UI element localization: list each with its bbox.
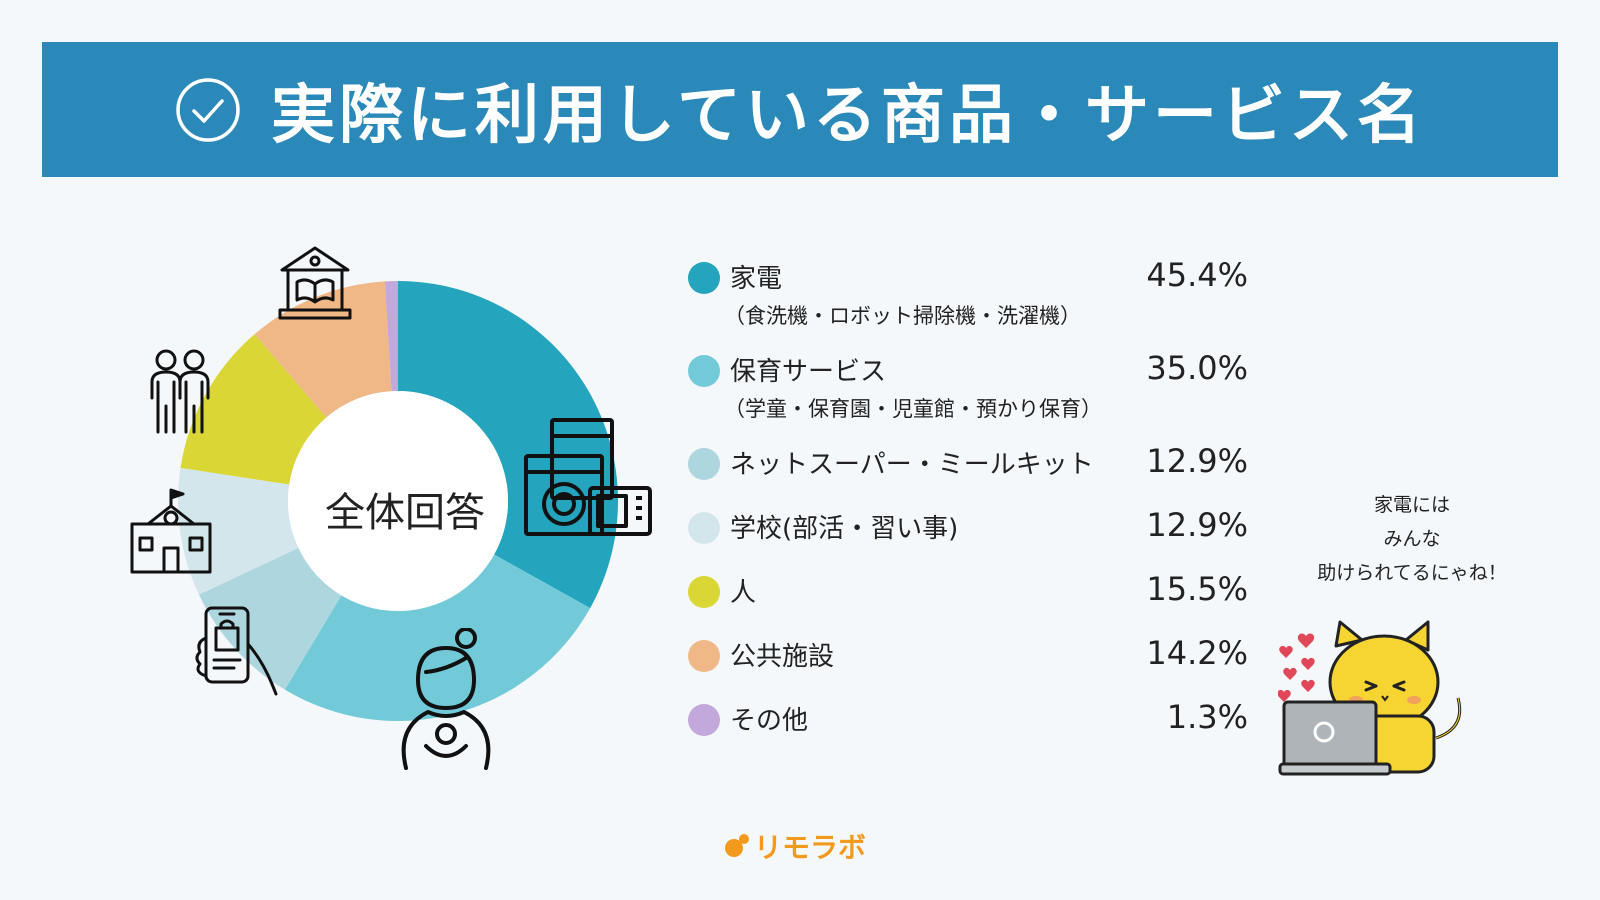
mother-and-baby-icon: [401, 628, 491, 770]
pie-slice: [180, 334, 327, 485]
legend-label: 保育サービス: [730, 357, 887, 387]
legend-swatch: [688, 262, 720, 294]
legend-value: 14.2%: [1146, 634, 1248, 672]
legend-item: その他 1.3%: [688, 692, 1248, 742]
check-circle-icon: [176, 77, 240, 142]
pie-slice: [284, 554, 591, 722]
legend-label: その他: [730, 706, 809, 736]
legend-value: 45.4%: [1146, 256, 1248, 294]
smartphone-shopping-icon: [195, 606, 278, 696]
donut-hole: [288, 391, 508, 611]
legend-swatch: [688, 355, 720, 387]
mascot-speech-line: 家電には: [1373, 494, 1450, 516]
mascot-speech-line: 助けられてるにゃね！: [1317, 562, 1507, 584]
legend-item: 公共施設 14.2%: [688, 628, 1248, 678]
legend-label: 公共施設: [730, 642, 835, 672]
school-building-icon: [130, 488, 212, 574]
cat-with-laptop-illustration: [1278, 620, 1462, 776]
legend-item: ネットスーパー・ミールキット 12.9%: [688, 436, 1248, 486]
legend-value: 12.9%: [1146, 506, 1248, 544]
mascot-speech-line: みんな: [1383, 528, 1441, 550]
legend-value: 12.9%: [1146, 442, 1248, 480]
legend-item: 人 15.5%: [688, 564, 1248, 614]
home-appliances-icon: [524, 418, 652, 536]
page-title: 実際に利用している商品・サービス名: [270, 78, 1426, 153]
legend-swatch: [688, 704, 720, 736]
legend-label: 人: [730, 578, 757, 608]
header-banner: 実際に利用している商品・サービス名: [42, 42, 1558, 177]
footer-logo: リモラボ: [724, 826, 866, 866]
pie-slice: [384, 281, 398, 392]
legend-sublabel: （食洗機・ロボット掃除機・洗濯機）: [724, 304, 1081, 328]
legend-value: 15.5%: [1146, 570, 1248, 608]
legend-label: ネットスーパー・ミールキット: [730, 450, 1094, 480]
legend-value: 1.3%: [1166, 698, 1248, 736]
legend-sublabel: （学童・保育園・児童館・預かり保育）: [724, 397, 1102, 421]
library-building-icon: [278, 246, 352, 320]
legend-value: 35.0%: [1146, 349, 1248, 387]
legend-swatch: [688, 640, 720, 672]
mascot-speech: 家電には みんな 助けられてるにゃね！: [1302, 488, 1522, 590]
legend-swatch: [688, 576, 720, 608]
pie-slice: [254, 281, 392, 418]
legend-label: 家電: [730, 264, 783, 294]
logo-mark-icon: [725, 834, 749, 857]
legend-label: 学校(部活・習い事): [730, 514, 959, 544]
pie-slice: [398, 281, 618, 609]
legend-item: 保育サービス （学童・保育園・児童館・預かり保育） 35.0%: [688, 343, 1248, 421]
legend-swatch: [688, 448, 720, 480]
pie-slice: [198, 547, 342, 690]
legend-item: 家電 （食洗機・ロボット掃除機・洗濯機） 45.4%: [688, 250, 1248, 328]
legend-item: 学校(部活・習い事) 12.9%: [688, 500, 1248, 550]
people-icon: [150, 349, 210, 434]
logo-text: リモラボ: [754, 831, 867, 864]
pie-slice: [177, 467, 299, 595]
chart-center-label: 全体回答: [325, 490, 485, 536]
legend-swatch: [688, 512, 720, 544]
